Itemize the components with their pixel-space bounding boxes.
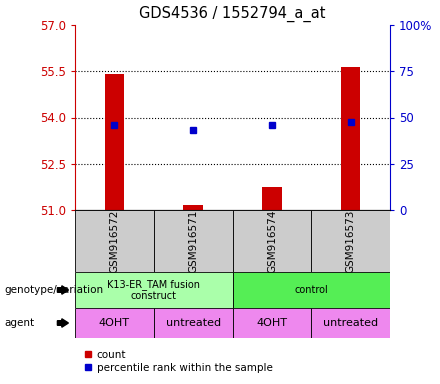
- Title: GDS4536 / 1552794_a_at: GDS4536 / 1552794_a_at: [139, 6, 326, 22]
- Bar: [341, 67, 360, 210]
- Bar: [232, 272, 390, 308]
- Text: agent: agent: [4, 318, 34, 328]
- Bar: [75, 272, 232, 308]
- Bar: [232, 210, 311, 272]
- Text: GSM916574: GSM916574: [267, 209, 277, 273]
- Text: GSM916572: GSM916572: [110, 209, 119, 273]
- Bar: [154, 210, 232, 272]
- Text: 4OHT: 4OHT: [257, 318, 287, 328]
- Text: control: control: [294, 285, 328, 295]
- Text: genotype/variation: genotype/variation: [4, 285, 103, 295]
- Bar: [105, 74, 124, 210]
- Bar: [75, 308, 154, 338]
- Bar: [311, 308, 390, 338]
- Text: untreated: untreated: [165, 318, 221, 328]
- Text: 4OHT: 4OHT: [99, 318, 130, 328]
- Bar: [311, 210, 390, 272]
- Text: GSM916571: GSM916571: [188, 209, 198, 273]
- Bar: [183, 205, 203, 210]
- Bar: [232, 308, 311, 338]
- Bar: [75, 210, 154, 272]
- Text: GSM916573: GSM916573: [346, 209, 356, 273]
- Bar: [154, 308, 232, 338]
- Text: untreated: untreated: [323, 318, 378, 328]
- Bar: [262, 187, 282, 210]
- Text: K13-ER_TAM fusion
construct: K13-ER_TAM fusion construct: [107, 279, 200, 301]
- Legend: count, percentile rank within the sample: count, percentile rank within the sample: [80, 346, 277, 377]
